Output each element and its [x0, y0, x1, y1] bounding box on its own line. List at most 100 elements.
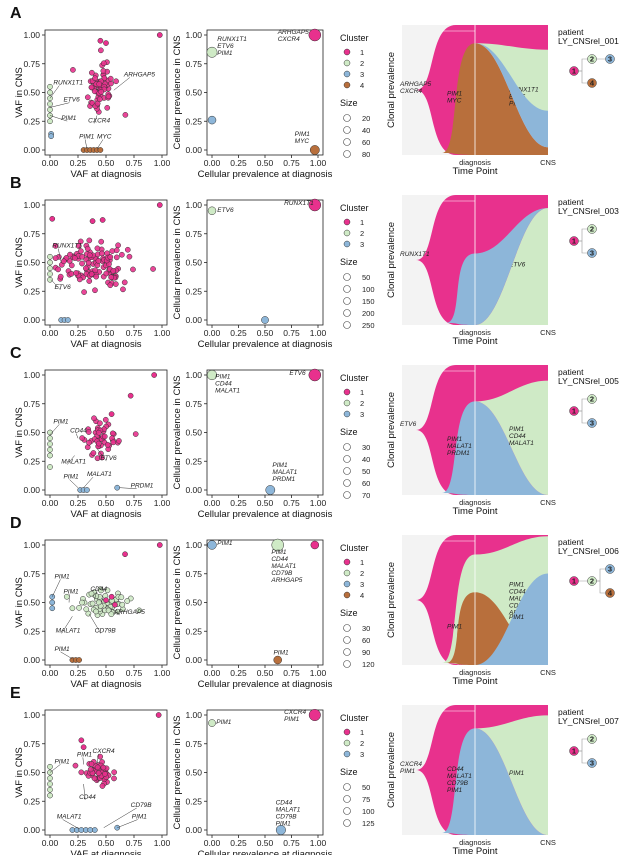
size-entry: 20	[362, 114, 370, 123]
size-entry: 40	[362, 455, 370, 464]
gene-annotation: CD44	[79, 794, 96, 801]
gene-annotation: PIM1	[54, 646, 70, 653]
size-swatch	[344, 784, 351, 791]
data-point	[84, 607, 89, 612]
patient-id: LY_CNSrel_005	[558, 376, 619, 386]
data-point	[73, 270, 78, 275]
data-point	[152, 372, 157, 377]
gene-annotation: ETV6	[100, 455, 117, 462]
fish-x-label: Time Point	[452, 846, 497, 855]
data-point	[133, 431, 138, 436]
cp-point	[311, 541, 319, 549]
data-point	[50, 600, 55, 605]
x-tick-label: 0.25	[70, 328, 87, 338]
size-swatch	[344, 115, 351, 122]
x-tick-label: 0.50	[257, 328, 274, 338]
y-axis-label: VAF in CNS	[14, 407, 25, 458]
size-swatch	[344, 151, 351, 158]
gene-annotation: CXCR4	[284, 709, 306, 716]
size-entry: 150	[362, 297, 375, 306]
x-tick-label: 0.75	[283, 498, 300, 508]
size-swatch	[344, 274, 351, 281]
size-swatch	[344, 820, 351, 827]
y-tick-label: 1.00	[185, 710, 202, 720]
clone-label: PIM1	[447, 787, 463, 794]
gene-annotation: PIM1	[271, 549, 287, 556]
data-point	[103, 417, 108, 422]
tree-node-label: 3	[608, 565, 612, 574]
y-axis-label: Cellular prevalence in CNS	[172, 375, 183, 489]
data-point	[157, 202, 162, 207]
y-tick-label: 0.75	[23, 59, 40, 69]
data-point	[89, 761, 94, 766]
data-point	[128, 393, 133, 398]
data-point	[85, 95, 90, 100]
gene-annotation: MALAT1	[276, 807, 301, 814]
legend-entry: 3	[360, 580, 364, 589]
data-point	[156, 712, 161, 717]
data-point	[102, 434, 107, 439]
data-point	[69, 271, 74, 276]
tp-cns: CNS	[540, 158, 556, 167]
size-swatch	[344, 637, 351, 644]
x-tick-label: 0.50	[257, 668, 274, 678]
cp-point	[266, 485, 275, 494]
tp-cns: CNS	[540, 838, 556, 847]
annotation-leader	[63, 820, 79, 829]
gene-annotation: PIM1	[273, 649, 289, 656]
cp-plot-frame	[207, 200, 323, 325]
data-point	[47, 84, 52, 89]
data-point	[73, 763, 78, 768]
gene-annotation: ETV6	[217, 43, 234, 50]
size-entry: 60	[362, 636, 370, 645]
legend-entry: 2	[360, 229, 364, 238]
size-swatch	[344, 298, 351, 305]
data-point	[70, 67, 75, 72]
y-tick-label: 0.75	[185, 59, 202, 69]
y-tick-label: 0.50	[23, 768, 40, 778]
data-point	[150, 266, 155, 271]
data-point	[87, 238, 92, 243]
data-point	[98, 48, 103, 53]
gene-annotation: MALAT1	[56, 627, 81, 634]
x-tick-label: 0.75	[126, 158, 143, 168]
tree-node-label: 3	[590, 249, 594, 258]
legend-title-cluster: Cluster	[340, 33, 369, 43]
y-tick-label: 0.25	[185, 796, 202, 806]
data-point	[127, 254, 132, 259]
x-tick-label: 0.00	[204, 158, 221, 168]
tree-node-label: 2	[590, 55, 594, 64]
y-tick-label: 1.00	[23, 370, 40, 380]
data-point	[89, 70, 94, 75]
data-point	[50, 606, 55, 611]
tree-node-label: 1	[572, 407, 576, 416]
gene-annotation: ETV6	[217, 207, 234, 214]
x-tick-label: 0.00	[42, 158, 59, 168]
y-axis-label: VAF in CNS	[14, 67, 25, 118]
gene-annotation: PIM1	[272, 462, 288, 469]
gene-annotation: MALAT1	[87, 471, 112, 478]
data-point	[96, 258, 101, 263]
data-point	[92, 288, 97, 293]
legend-swatch	[344, 219, 350, 225]
vaf-scatter: 0.000.000.250.250.500.500.750.751.001.00…	[14, 200, 171, 350]
tree-node-label: 3	[590, 759, 594, 768]
x-tick-label: 0.50	[98, 668, 115, 678]
legend-swatch	[344, 389, 350, 395]
data-point	[112, 770, 117, 775]
gene-annotation: CXCR4	[278, 36, 300, 43]
x-tick-label: 0.75	[126, 838, 143, 848]
tp-cns: CNS	[540, 328, 556, 337]
data-point	[120, 602, 125, 607]
x-tick-label: 0.75	[283, 668, 300, 678]
data-point	[47, 101, 52, 106]
data-point	[80, 435, 85, 440]
x-tick-label: 0.50	[98, 838, 115, 848]
data-point	[70, 606, 75, 611]
data-point	[47, 447, 52, 452]
annotation-leader	[52, 579, 60, 596]
y-tick-label: 0.00	[23, 315, 40, 325]
gene-annotation: MALAT1	[215, 387, 240, 394]
